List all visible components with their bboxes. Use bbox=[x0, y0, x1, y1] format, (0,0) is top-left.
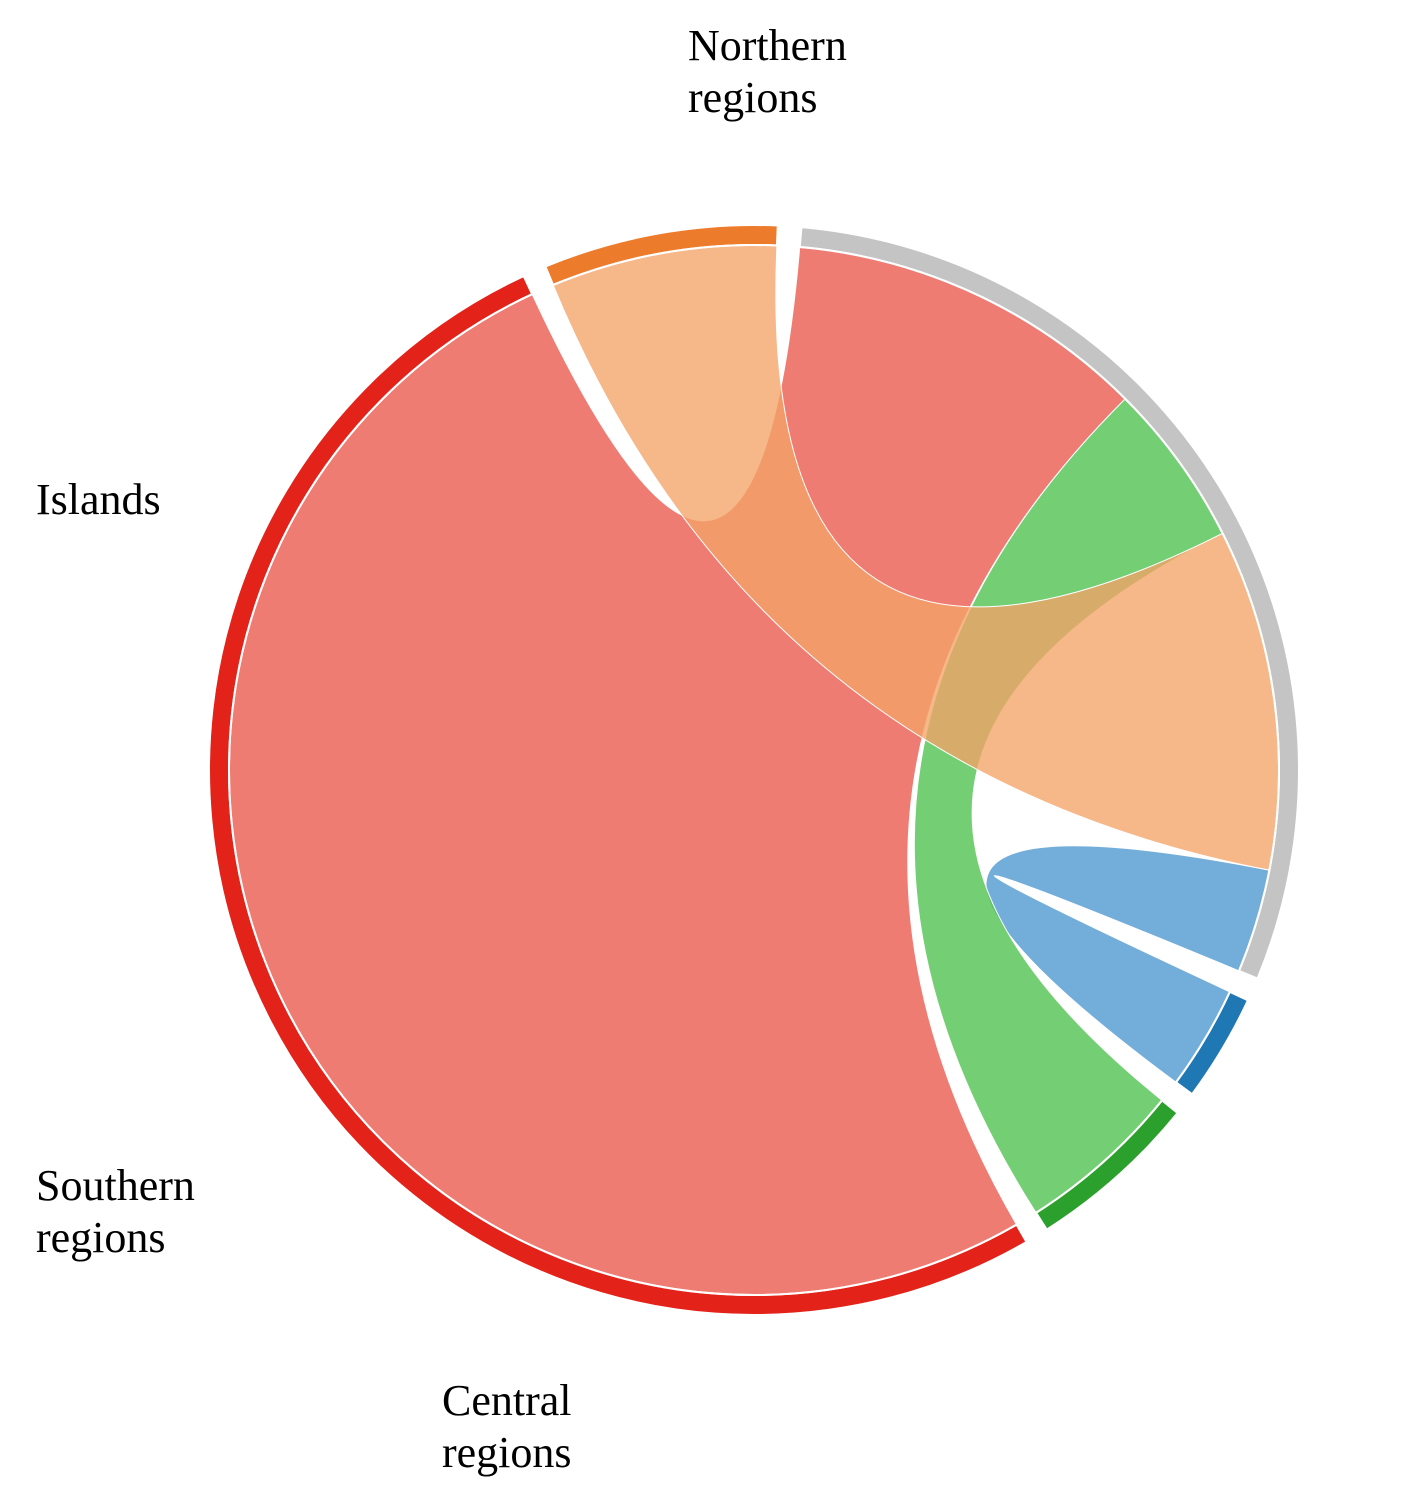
label-islands: Islands bbox=[36, 474, 161, 526]
chord-svg bbox=[0, 0, 1418, 1489]
label-central-regions: Central regions bbox=[442, 1375, 572, 1479]
label-northern-regions: Northern regions bbox=[688, 20, 847, 124]
chord-chart: Northern regions Islands Southern region… bbox=[0, 0, 1418, 1489]
label-southern-regions: Southern regions bbox=[36, 1160, 195, 1264]
